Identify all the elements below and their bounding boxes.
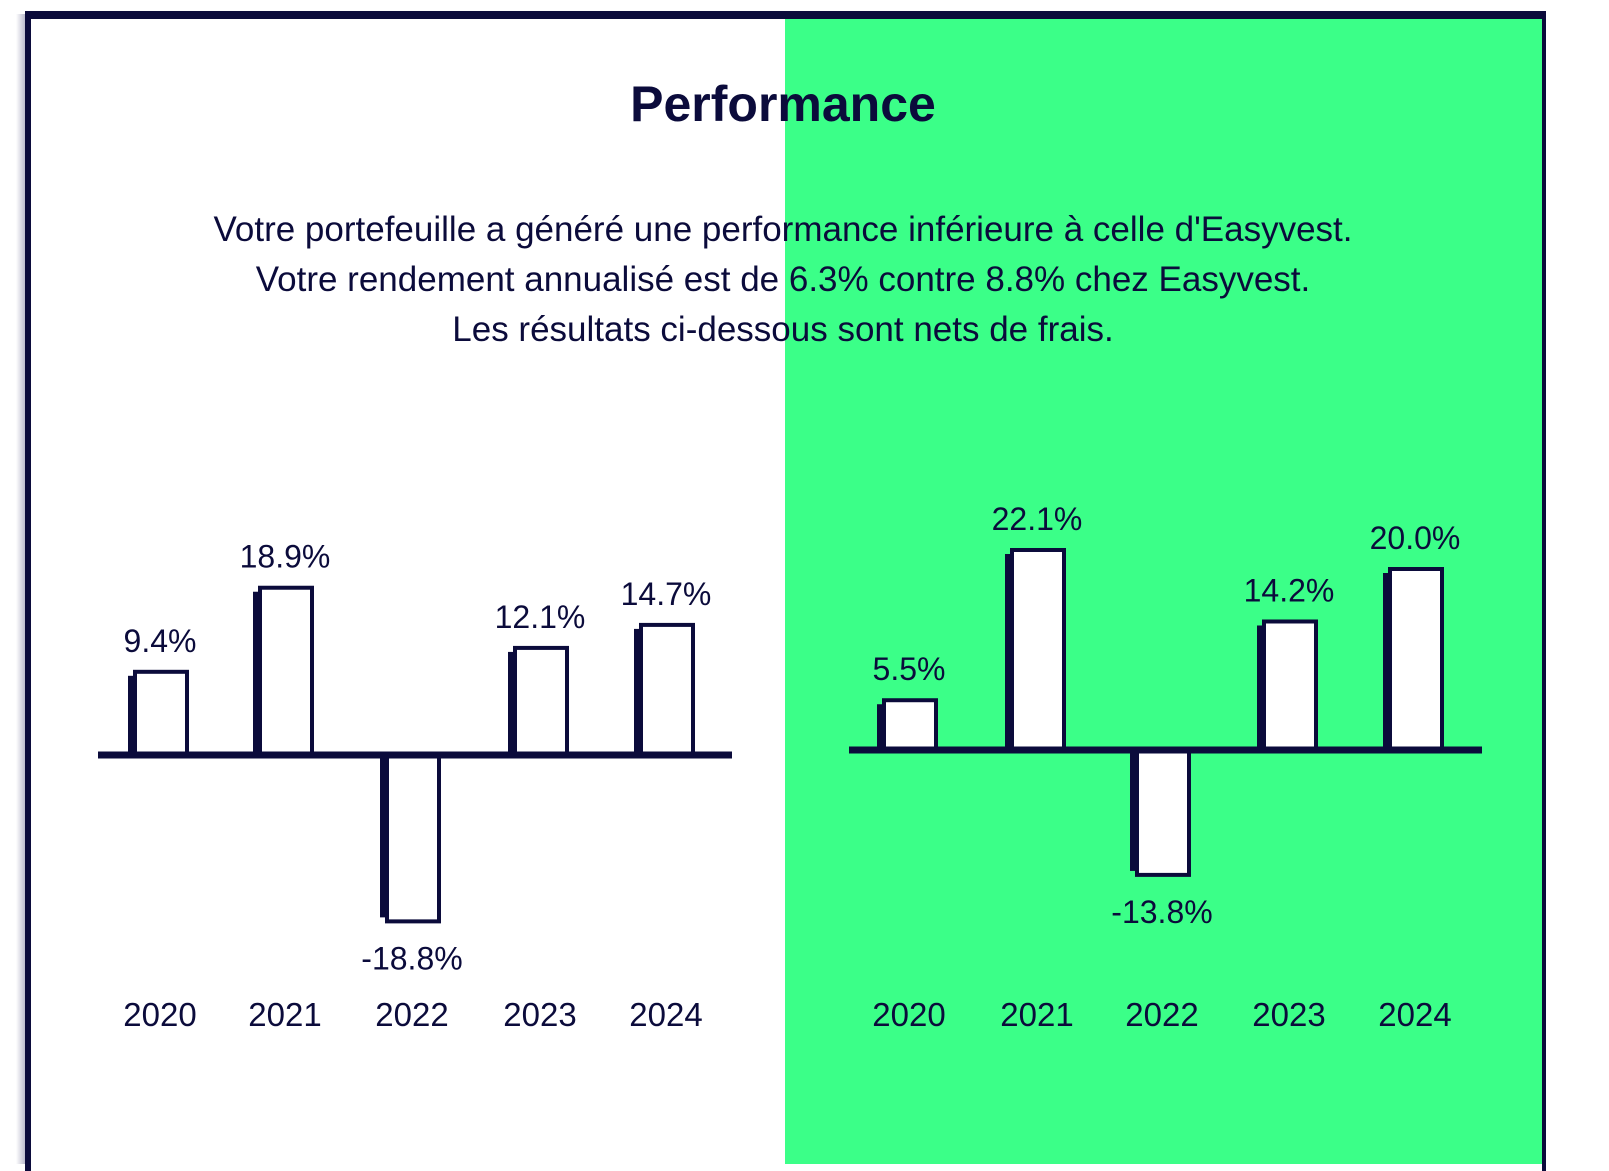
year-label: 2020 — [123, 996, 196, 1033]
bar — [639, 622, 695, 758]
year-label: 2024 — [629, 996, 702, 1033]
value-label: 9.4% — [124, 623, 197, 659]
description-line: Votre portefeuille a généré une performa… — [213, 210, 1353, 249]
year-label: 2022 — [375, 996, 448, 1033]
chart-portfolio: 9.4% 2020 18.9% 2021 -18.8% 2022 12.1% 2023 14.7… — [98, 539, 732, 1033]
description: Votre portefeuille a généré une performa… — [0, 205, 1566, 355]
bar — [1010, 547, 1066, 752]
frame-shadow — [16, 14, 26, 1164]
value-label: 12.1% — [495, 599, 586, 635]
value-label: 14.7% — [621, 576, 712, 612]
value-label: 14.2% — [1244, 572, 1335, 608]
year-label: 2024 — [1378, 996, 1451, 1033]
value-label: -13.8% — [1111, 894, 1212, 930]
year-label: 2021 — [1000, 996, 1073, 1033]
value-label: -18.8% — [361, 940, 462, 976]
year-label: 2023 — [1252, 996, 1325, 1033]
description-line: Votre rendement annualisé est de 6.3% co… — [255, 260, 1311, 299]
bar — [513, 645, 569, 757]
page-title: Performance — [630, 76, 936, 132]
bar — [133, 669, 189, 757]
year-label: 2023 — [503, 996, 576, 1033]
bar — [385, 753, 441, 924]
year-label: 2021 — [248, 996, 321, 1033]
bar — [882, 698, 938, 752]
year-label: 2020 — [872, 996, 945, 1033]
value-label: 5.5% — [873, 651, 946, 687]
bar — [1262, 619, 1318, 752]
value-label: 22.1% — [992, 501, 1083, 537]
bar — [1135, 748, 1191, 877]
bar — [1388, 567, 1444, 752]
year-label: 2022 — [1125, 996, 1198, 1033]
chart-easyvest: 5.5% 2020 22.1% 2021 -13.8% 2022 14.2% 2023 20.0… — [849, 501, 1482, 1033]
value-label: 18.9% — [240, 539, 331, 575]
description-line: Les résultats ci-dessous sont nets de fr… — [452, 310, 1114, 349]
bar — [258, 585, 314, 757]
value-label: 20.0% — [1370, 520, 1461, 556]
